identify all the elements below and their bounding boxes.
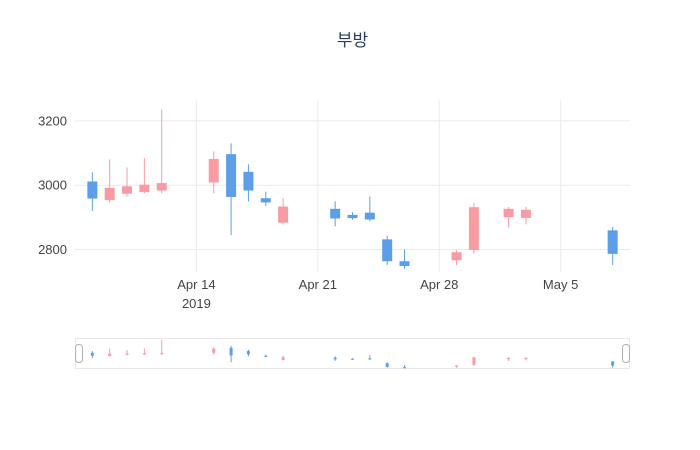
chart-title: 부방 (336, 31, 369, 50)
rangeslider-handle-right[interactable] (622, 344, 630, 363)
rangeslider-candlestick (246, 349, 250, 357)
candlestick (468, 202, 479, 254)
candlestick (208, 151, 219, 194)
rangeslider-candlestick (351, 358, 354, 360)
candlestick (364, 196, 375, 222)
rangeslider-candlestick (524, 357, 528, 361)
candlestick (260, 191, 271, 207)
rangeslider-candlestick (611, 360, 615, 368)
candlestick (104, 159, 115, 203)
candlestick (382, 235, 393, 265)
candlestick (278, 198, 289, 225)
candlestick (330, 201, 341, 227)
rangeslider-candlestick (507, 357, 511, 362)
candlestick (243, 164, 254, 202)
candlestick (139, 157, 150, 194)
candlestick (226, 143, 237, 236)
x-tick-label: Apr 14 (177, 277, 215, 292)
x-tick-label: May 5 (543, 277, 578, 292)
rangeslider-frame[interactable] (75, 338, 630, 369)
y-tick-label: 3200 (38, 113, 67, 128)
y-tick-label: 3000 (38, 178, 67, 193)
rangeslider-candlestick (160, 339, 164, 355)
rangeslider-candlestick (125, 350, 129, 356)
rangeslider-candlestick (385, 362, 389, 368)
rangeslider-candlestick (142, 348, 146, 355)
candlestick (347, 212, 358, 220)
candlestick (122, 167, 133, 197)
candlestick (503, 207, 514, 228)
candlestick (520, 206, 531, 225)
y-tick-label: 2800 (38, 242, 67, 257)
x-tick-label: Apr 21 (299, 277, 337, 292)
rangeslider-candlestick (264, 354, 268, 358)
candlestick (607, 226, 618, 265)
rangeslider-candlestick (368, 355, 372, 360)
rangeslider-candlestick (90, 351, 94, 358)
x-tick-sublabel: 2019 (182, 296, 211, 311)
candlestick (156, 109, 167, 194)
rangeslider-candlestick (403, 364, 407, 369)
candlestick (87, 172, 98, 211)
rangeslider-candlestick (108, 348, 112, 357)
x-tick-label: Apr 28 (420, 277, 458, 292)
rangeslider-candlestick (281, 355, 285, 361)
rangeslider-candlestick (472, 356, 476, 366)
candlestick (451, 250, 462, 265)
rangeslider-candlestick (333, 356, 337, 361)
rangeslider-candlestick (455, 365, 459, 368)
rangeslider-handle-left[interactable] (75, 344, 83, 363)
rangeslider-candlestick (229, 345, 233, 363)
candlestick (399, 249, 410, 269)
rangeslider-candlestick (212, 347, 216, 355)
